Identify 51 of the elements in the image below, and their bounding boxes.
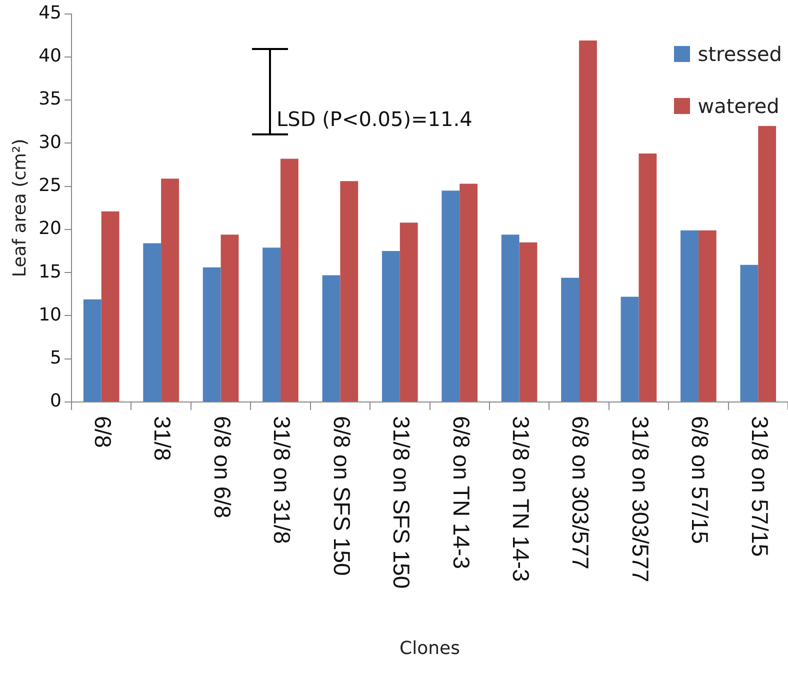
bar [262, 248, 280, 402]
bar [740, 264, 758, 402]
x-tick-label: 31/8 on 31/8 [269, 416, 296, 544]
y-axis-title: Leaf area (cm²) [9, 138, 30, 278]
bar [101, 211, 120, 402]
bar [561, 278, 580, 402]
x-tick-label: 6/8 on TN 14-3 [448, 416, 474, 570]
bar [579, 40, 597, 402]
bar [280, 158, 298, 402]
x-tick-label: 6/8 on SFS 150 [328, 416, 355, 576]
x-axis-title: Clones [400, 638, 460, 659]
x-tick-label: 6/8 [90, 416, 116, 448]
y-tick-label: 30 [38, 132, 62, 153]
y-tick-label: 15 [38, 261, 62, 282]
bar [501, 234, 520, 402]
x-tick-label: 31/8 on 57/15 [746, 416, 773, 557]
y-tick-label: 25 [38, 175, 62, 196]
bar [382, 251, 400, 402]
y-tick-label: 20 [38, 218, 62, 240]
x-tick-label: 31/8 [150, 416, 176, 461]
bar [519, 242, 538, 402]
bar [400, 222, 418, 402]
bar [680, 230, 698, 402]
bar [698, 230, 716, 402]
bar [143, 243, 162, 402]
legend-label: stressed [698, 42, 782, 66]
x-tick-label: 6/8 on 303/577 [568, 416, 594, 570]
y-tick-label: 35 [38, 88, 62, 110]
annotation: LSD (P<0.05)=11.4 [276, 106, 472, 131]
y-tick-label: 0 [50, 390, 62, 412]
x-tick-label: 6/8 on 6/8 [209, 416, 236, 518]
legend-label: watered [698, 94, 780, 118]
x-tick-label: 6/8 on 57/15 [687, 416, 714, 544]
y-tick-label: 45 [38, 2, 62, 24]
bar [758, 126, 776, 402]
x-tick-label: 31/8 on 303/577 [627, 416, 654, 582]
bar [202, 267, 221, 402]
bar [620, 296, 639, 402]
y-tick-label: 40 [38, 46, 62, 67]
bar [161, 178, 179, 402]
y-tick-label: 10 [38, 304, 62, 326]
bar [442, 190, 460, 402]
bar [638, 154, 657, 402]
y-tick-label: 5 [50, 348, 62, 369]
bar [322, 275, 340, 402]
x-tick-label: 31/8 on TN 14-3 [508, 416, 534, 582]
bar [83, 299, 102, 402]
bar [340, 181, 358, 402]
x-tick-label: 31/8 on SFS 150 [388, 416, 415, 589]
bar [460, 184, 478, 402]
bar [220, 234, 239, 402]
